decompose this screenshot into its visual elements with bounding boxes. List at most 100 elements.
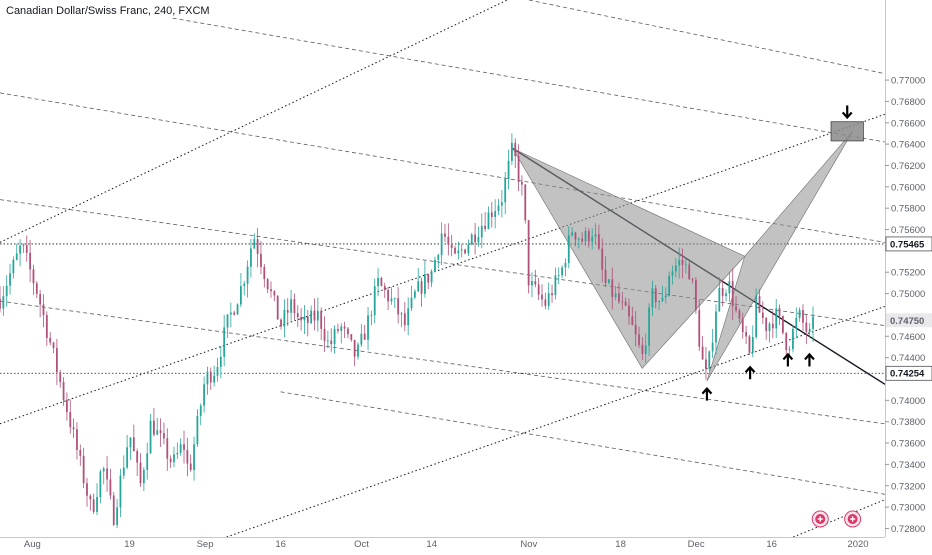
candle-body [306,316,309,324]
candle-body [748,336,751,353]
candle-body [400,313,403,315]
candle-body [163,433,165,439]
candle-body [337,329,339,331]
candle-body [537,284,540,295]
trendline-dotted [793,499,885,537]
price-tick-label: 0.73600 [891,439,925,450]
candle-body [567,235,570,263]
price-tick-label: 0.76000 [891,182,925,193]
candle-body [22,245,25,246]
candle-body [474,234,476,243]
event-icon [811,510,829,528]
candle-body [199,405,202,416]
candle-body [701,346,704,360]
candle-body [193,444,195,470]
candle-body [35,283,38,294]
candle-body [390,298,393,302]
candle-body [795,317,798,329]
candle-body [45,315,48,338]
candle-body [5,285,8,297]
candle-body [363,333,366,340]
candle-body [256,239,259,254]
candle-body [648,307,650,346]
candle-body [745,332,747,337]
candle-body [209,371,212,383]
candle-body [477,237,480,243]
candle-body [705,359,707,369]
candle-body [116,507,119,525]
candle-body [611,279,614,297]
price-label-box [885,236,932,252]
candle-body [15,253,18,260]
candle-body [444,233,446,237]
time-tick-label: Nov [520,539,537,550]
candle-body [544,299,547,306]
candle-body [718,287,721,312]
candles-layer [0,133,814,529]
arrow-down-icon [841,105,853,120]
price-tick-label: 0.73400 [891,460,925,471]
candle-body [534,281,537,285]
time-tick-label: 2020 [847,539,868,550]
candle-body [798,309,801,318]
candle-body [146,453,149,470]
candle-body [52,342,55,349]
candle-body [49,337,52,343]
candle-body [470,234,473,245]
candle-body [122,467,125,476]
candle-body [156,430,159,435]
candle-body [695,280,697,311]
candle-body [183,444,185,450]
price-tick-label: 0.74400 [891,353,925,364]
candle-body [788,349,791,351]
price-label: 0.74254 [890,369,925,380]
price-axis-panel [885,0,932,550]
candle-body [504,178,507,203]
candle-body [106,468,108,480]
candle-body [66,399,68,413]
candle-body [142,469,145,484]
candle-body [223,327,226,357]
harmonic-pattern-layer [511,121,864,382]
candle-body [320,310,323,329]
candle-body [638,334,640,345]
price-tick-label: 0.72800 [891,524,925,535]
candle-body [216,366,219,376]
candle-body [587,231,590,242]
candle-body [711,342,714,352]
candle-body [715,311,717,343]
candle-body [547,293,550,306]
candle-body [276,295,279,320]
candle-body [517,156,520,182]
candle-body [490,212,493,218]
candle-body [86,483,88,496]
candle-body [658,300,661,303]
candle-body [280,319,282,327]
candle-body [55,348,58,373]
candle-body [316,310,319,321]
candle-body [805,322,808,332]
candle-body [584,231,587,242]
candle-body [614,293,617,297]
candle-body [738,310,741,319]
candle-body [741,318,744,333]
candle-body [2,296,5,309]
candle-body [273,291,276,296]
candle-body [450,244,453,248]
candle-body [521,181,523,185]
candle-body [229,312,232,315]
candle-body [510,142,513,161]
candle-body [782,315,784,333]
candle-body [243,283,246,287]
candle-body [79,449,82,456]
candle-body [59,372,62,383]
arrow-up-icon [782,352,794,367]
candle-body [624,301,627,306]
candle-body [407,308,410,326]
candle-body [373,286,376,316]
candle-body [236,304,239,315]
candle-body [367,315,369,340]
candle-body [755,296,758,338]
